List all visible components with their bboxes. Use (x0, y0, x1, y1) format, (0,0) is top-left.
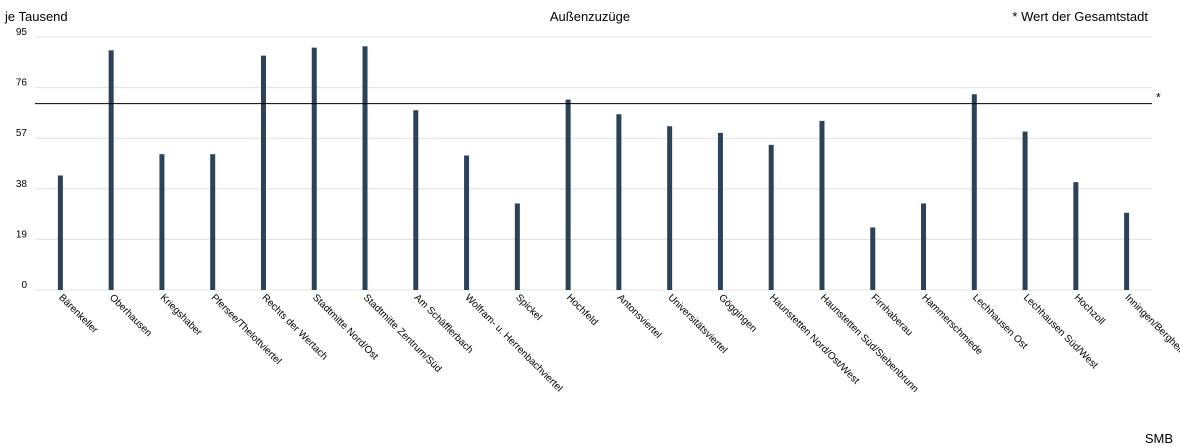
bar (616, 114, 622, 290)
x-tick-label: Inningen/Bergheim (1122, 292, 1180, 359)
x-tick-label: Haunstetten Nord/Ost/West (767, 292, 861, 386)
bar (464, 155, 470, 290)
bar (1073, 182, 1079, 290)
x-tick-label: Lechhausen Ost (970, 292, 1029, 351)
reference-note: * Wert der Gesamtstadt (1012, 9, 1148, 24)
bar (768, 144, 774, 290)
x-tick-label: Spickel (513, 292, 544, 323)
x-tick-label: Hochzoll (1072, 292, 1107, 327)
bar (971, 94, 977, 290)
reference-line-label: * (1156, 91, 1161, 105)
y-tick-label: 38 (16, 179, 28, 190)
bar (311, 47, 317, 290)
bar (413, 110, 419, 290)
bar (667, 126, 673, 290)
x-tick-label: Wolfram- u. Herrenbachviertel (462, 292, 564, 394)
x-tick-label: Oberhausen (107, 292, 154, 339)
chart-title: Außenzuzüge (549, 9, 631, 24)
y-tick-label: 95 (16, 27, 28, 38)
bar (1124, 212, 1130, 290)
bar (819, 120, 825, 291)
bar (57, 175, 63, 290)
x-tick-label: Göggingen (716, 292, 758, 334)
bar (1022, 131, 1028, 290)
bar (514, 203, 520, 290)
x-tick-label: Bärenkeller (56, 292, 100, 336)
y-tick-label: 76 (16, 78, 28, 89)
bar (921, 203, 927, 290)
bar (210, 154, 216, 290)
y-axis-unit-label: je Tausend (5, 9, 68, 24)
x-tick-label: Kriegshaber (158, 292, 204, 338)
bar (565, 99, 571, 290)
x-tick-label: Antonsviertel (615, 292, 664, 341)
x-tick-label: Hochfeld (564, 292, 600, 328)
y-tick-label: 57 (16, 128, 28, 139)
x-tick-label: Haunstetten Süd/Siebenbrunn (818, 292, 921, 395)
bar (159, 154, 165, 290)
bar (362, 46, 368, 291)
source-label: SMB (1144, 431, 1173, 446)
bar (260, 55, 266, 290)
y-tick-label: 0 (21, 280, 27, 291)
bar (717, 132, 723, 290)
y-tick-label: 19 (16, 229, 28, 240)
x-tick-label: Firnhaberau (869, 292, 915, 338)
bar (108, 50, 114, 290)
bar (870, 227, 876, 290)
